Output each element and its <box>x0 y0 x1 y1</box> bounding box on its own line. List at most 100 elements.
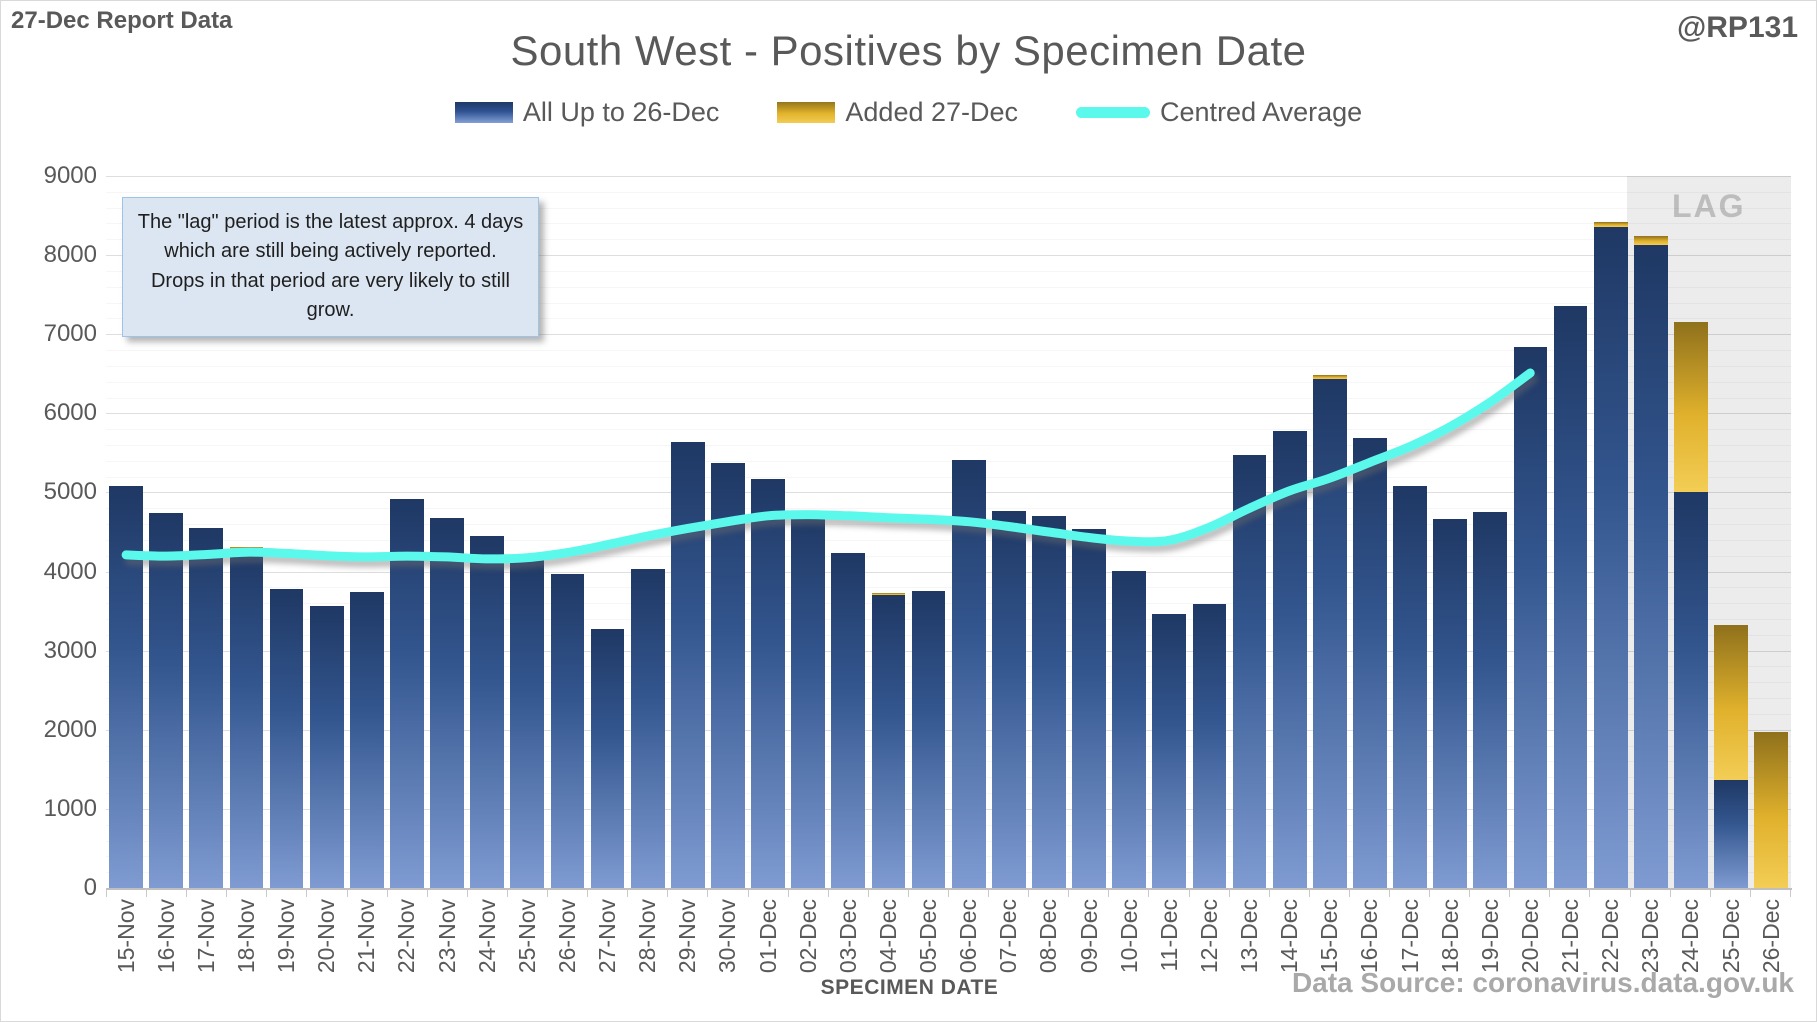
bar-blue-segment <box>149 513 184 888</box>
bar-column <box>427 176 467 888</box>
x-tick-mark <box>628 889 669 897</box>
x-tick-mark <box>1149 889 1190 897</box>
bar-column <box>1069 176 1109 888</box>
legend-item-average: Centred Average <box>1076 97 1362 128</box>
x-tick-mark <box>1751 889 1791 897</box>
x-tick-mark <box>508 889 549 897</box>
bar-column <box>1350 176 1390 888</box>
bar-added-segment <box>1312 374 1347 379</box>
x-tick-mark <box>989 889 1030 897</box>
bar-column <box>628 176 668 888</box>
bar-added-segment <box>871 592 906 595</box>
bar-blue-segment <box>510 556 545 888</box>
bar-blue-segment <box>711 463 745 888</box>
bar-blue-segment <box>1633 244 1668 888</box>
bar-column <box>226 176 266 888</box>
gridline-major <box>106 650 1791 652</box>
x-tick-mark <box>668 889 709 897</box>
y-tick-label: 3000 <box>43 636 97 664</box>
x-tick-label: 10-Dec <box>1115 899 1142 974</box>
bar-blue-segment <box>1112 571 1147 888</box>
x-label-cell: 22-Nov <box>387 899 427 979</box>
x-tick-mark <box>1510 889 1551 897</box>
x-label-cell: 16-Nov <box>146 899 186 979</box>
x-label-cell: 30-Nov <box>708 899 748 979</box>
x-tick-mark <box>1671 889 1711 897</box>
bar-column <box>949 176 989 888</box>
x-tick-label: 28-Nov <box>634 899 661 974</box>
bar-blue-segment <box>1674 492 1708 888</box>
x-tick-mark <box>548 889 589 897</box>
gold-bar-swatch-icon <box>777 102 836 123</box>
x-tick-label: 13-Dec <box>1236 899 1263 974</box>
x-tick-mark <box>388 889 428 897</box>
bar-column <box>788 176 828 888</box>
bar-column <box>1109 176 1149 888</box>
bar-column <box>1551 176 1591 888</box>
y-tick-label: 0 <box>83 874 97 901</box>
x-label-cell: 03-Dec <box>828 899 868 979</box>
gridline-major <box>106 808 1791 810</box>
x-tick-mark <box>829 889 869 897</box>
x-tick-mark <box>949 889 990 897</box>
bar-blue-segment <box>791 511 826 888</box>
bar-column <box>547 176 587 888</box>
x-label-cell: 24-Dec <box>1671 899 1711 979</box>
y-tick-label: 1000 <box>43 794 97 822</box>
x-axis-line <box>106 888 1792 890</box>
bar-column <box>1751 176 1791 888</box>
bar-blue-segment <box>229 549 264 888</box>
x-axis-ticks <box>106 889 1791 897</box>
x-tick-label: 01-Dec <box>754 899 781 974</box>
bars-container <box>106 176 1791 888</box>
bar-column <box>507 176 547 888</box>
bar-blue-segment <box>470 536 505 888</box>
bar-blue-segment <box>751 479 785 888</box>
legend-label-added: Added 27-Dec <box>845 97 1019 127</box>
x-label-cell: 15-Dec <box>1310 899 1350 979</box>
x-tick-mark <box>147 889 188 897</box>
x-tick-mark <box>307 889 348 897</box>
x-label-cell: 26-Dec <box>1751 899 1791 979</box>
x-tick-label: 17-Dec <box>1396 899 1423 974</box>
gridline-major <box>106 413 1791 415</box>
gridline-major <box>106 492 1791 494</box>
bar-column <box>1591 176 1631 888</box>
bar-blue-segment <box>831 552 866 888</box>
x-label-cell: 05-Dec <box>909 899 949 979</box>
x-tick-mark <box>588 889 629 897</box>
x-label-cell: 20-Dec <box>1510 899 1550 979</box>
x-label-cell: 25-Nov <box>507 899 547 979</box>
bar-column <box>828 176 868 888</box>
x-axis-title: SPECIMEN DATE <box>820 976 999 999</box>
x-label-cell: 04-Dec <box>868 899 908 979</box>
x-tick-mark <box>348 889 388 897</box>
x-label-cell: 20-Nov <box>307 899 347 979</box>
x-tick-mark <box>1310 889 1350 897</box>
bar-column <box>1390 176 1430 888</box>
x-tick-label: 29-Nov <box>674 899 701 974</box>
bar-blue-segment <box>1312 378 1347 888</box>
bar-column <box>1230 176 1270 888</box>
bar-blue-segment <box>911 590 946 888</box>
report-date-label: 27-Dec Report Data <box>11 7 233 34</box>
x-label-cell: 27-Nov <box>588 899 628 979</box>
bar-blue-segment <box>951 460 986 888</box>
x-tick-mark <box>1029 889 1070 897</box>
bar-blue-segment <box>430 517 464 888</box>
x-tick-label: 07-Dec <box>995 899 1022 974</box>
bar-added-segment <box>1714 624 1748 781</box>
bar-added-segment <box>1754 731 1789 888</box>
x-tick-label: 26-Nov <box>553 899 580 974</box>
x-label-cell: 29-Nov <box>668 899 708 979</box>
y-tick-label: 7000 <box>43 320 97 348</box>
bar-blue-segment <box>1192 603 1227 888</box>
bar-column <box>1189 176 1229 888</box>
bar-column <box>668 176 708 888</box>
x-label-cell: 19-Dec <box>1470 899 1510 979</box>
x-tick-label: 15-Dec <box>1316 899 1343 974</box>
x-tick-mark <box>1190 889 1230 897</box>
x-tick-label: 22-Nov <box>393 899 420 974</box>
x-label-cell: 02-Dec <box>788 899 828 979</box>
x-tick-mark <box>1590 889 1631 897</box>
